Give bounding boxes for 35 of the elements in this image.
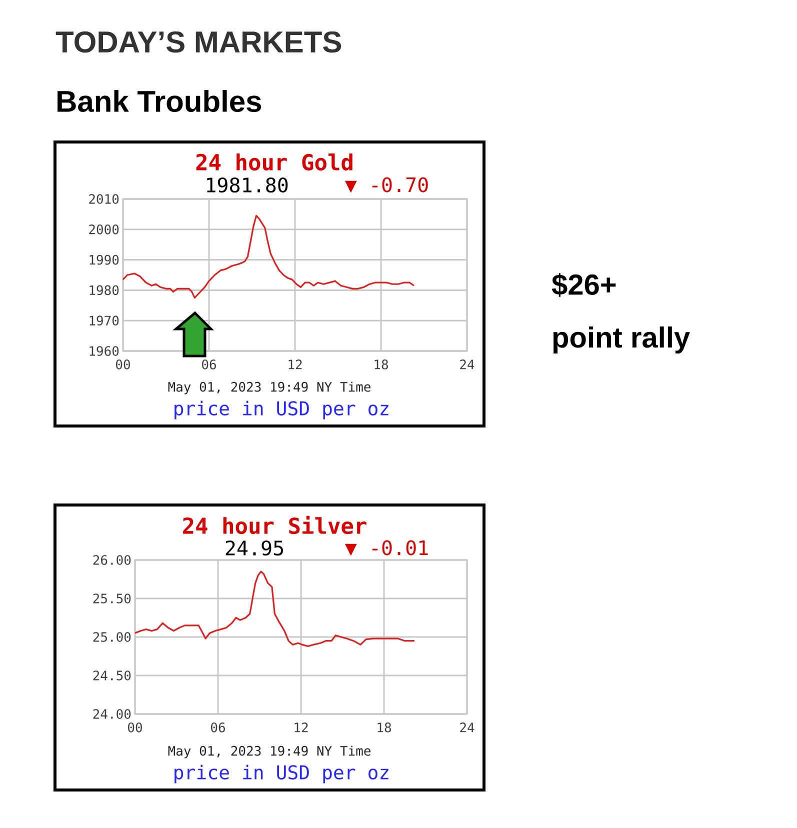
- y-tick-label: 26.00: [93, 555, 131, 565]
- text: ▼ -0.01: [344, 540, 428, 556]
- text: TODAY’S MARKETS: [56, 31, 342, 53]
- y-tick-label: 25.50: [93, 594, 131, 604]
- y-tick-label: 1990: [90, 254, 119, 265]
- x-tick-label: 00: [116, 360, 130, 370]
- x-tick-label: 06: [211, 722, 225, 732]
- text: price in USD per oz: [174, 400, 388, 420]
- x-tick-label: 12: [288, 360, 302, 370]
- y-tick-label: 1980: [90, 285, 119, 296]
- chart-title: 24 hour Silver: [183, 516, 366, 534]
- text: point rally: [553, 326, 690, 354]
- y-tick-label: 24.00: [93, 709, 131, 719]
- x-axis-title: May 01, 2023 19:49 NY Time: [168, 382, 370, 394]
- y-tick-label: 25.00: [93, 632, 131, 642]
- x-tick-label: 18: [374, 360, 388, 370]
- text: 1981.80: [207, 177, 288, 193]
- x-tick-label: 18: [378, 722, 391, 732]
- y-tick-label: 24.50: [93, 670, 131, 680]
- x-axis-title: May 01, 2023 19:49 NY Time: [168, 746, 370, 758]
- y-tick-label: 2010: [89, 194, 119, 204]
- x-tick-label: 12: [294, 722, 308, 732]
- text: ▼ -0.70: [344, 177, 428, 193]
- x-tick-label: 24: [460, 722, 474, 732]
- y-tick-label: 2000: [89, 224, 119, 234]
- y-tick-label: 1970: [90, 316, 119, 326]
- text: 24.95: [226, 540, 283, 556]
- x-tick-label: 06: [202, 360, 216, 370]
- x-tick-label: 24: [460, 360, 474, 370]
- y-tick-label: 1960: [90, 346, 119, 356]
- text: $26+: [552, 273, 616, 297]
- text: Bank Troubles: [58, 90, 262, 112]
- chart-title: 24 hour Gold: [196, 153, 352, 171]
- text: price in USD per oz: [174, 764, 388, 784]
- x-tick-label: 00: [128, 722, 142, 732]
